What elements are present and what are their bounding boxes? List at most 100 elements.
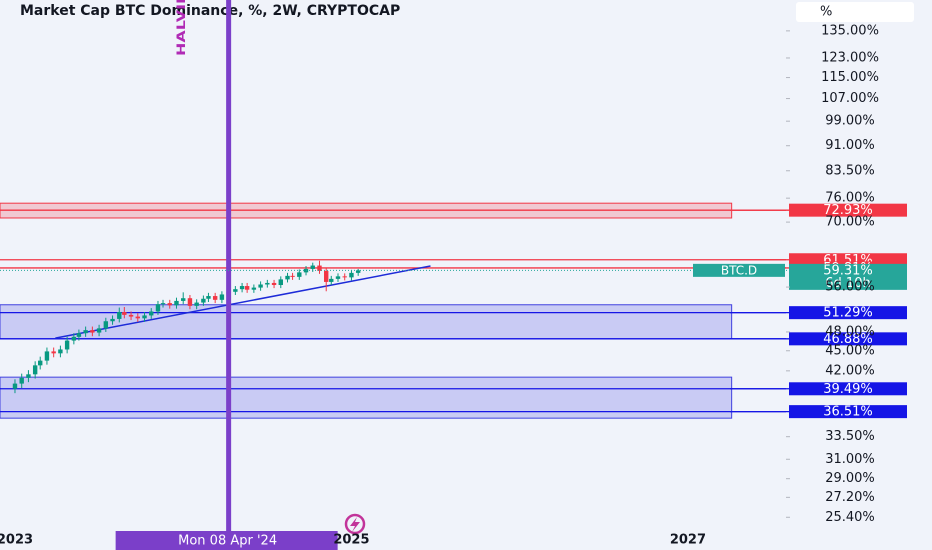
y-tick-label: 99.00% (825, 114, 875, 129)
candle-body (201, 298, 206, 303)
candle-body (285, 275, 290, 280)
candle-body (174, 300, 179, 306)
last-price-tag (789, 263, 907, 290)
candle-body (58, 349, 63, 354)
y-tick-label: 48.00% (825, 324, 875, 339)
level-tag-label: 36.51% (823, 405, 873, 420)
y-tick-label: 107.00% (821, 91, 879, 106)
candle-body (76, 333, 82, 337)
y-tick-label: 45.00% (825, 343, 875, 358)
y-tick-label: 135.00% (821, 23, 879, 38)
candle-body (297, 272, 302, 277)
level-tag-label: 39.49% (823, 382, 873, 397)
candle-body (167, 303, 172, 306)
axis-unit: % (820, 5, 832, 20)
candle-body (110, 318, 115, 322)
candle-body (51, 351, 56, 354)
countdown-label: 6d 10h (825, 276, 870, 291)
candle-body (44, 351, 50, 361)
level-tag (789, 382, 907, 396)
candle-body (342, 276, 347, 278)
candle-body (83, 330, 88, 334)
candle-body (194, 302, 199, 306)
candle-body (251, 287, 257, 290)
candle-body (128, 314, 134, 317)
candle-body (271, 282, 277, 286)
y-tick-label: 83.50% (825, 163, 875, 178)
candle-body (122, 312, 127, 315)
event-label: HALVING (175, 0, 188, 56)
y-tick-label: 56.00% (825, 280, 875, 295)
candle-body (212, 296, 218, 300)
y-tick-label: 27.20% (825, 490, 875, 505)
level-tag (789, 306, 907, 320)
candle-body (117, 312, 122, 319)
candle-body (135, 316, 140, 319)
symbol-tag (693, 263, 785, 277)
candle-body (187, 298, 193, 306)
symbol-label: BTC.D (721, 263, 757, 277)
y-tick-label: 29.00% (825, 471, 875, 486)
candle-body (90, 330, 95, 333)
plot-area (0, 202, 786, 419)
candle-body (265, 282, 270, 285)
y-tick-label: 91.00% (825, 138, 875, 153)
candle-body (244, 286, 250, 290)
level-tag-label: 72.93% (823, 203, 873, 218)
candle-body (181, 298, 186, 301)
candle-body (239, 286, 245, 290)
candle-body (32, 365, 38, 375)
candle-body (355, 270, 361, 273)
candle-body (310, 265, 315, 269)
x-tick-label: 2027 (670, 533, 706, 548)
candle-body (103, 321, 109, 329)
candle-body (317, 265, 322, 271)
candle-body (290, 275, 295, 277)
candle-body (38, 360, 43, 366)
level-tag (789, 405, 907, 419)
candle-body (12, 383, 18, 389)
y-tick-label: 25.40% (825, 510, 875, 525)
candle-body (71, 336, 77, 341)
candle-body (219, 294, 225, 300)
chart-title: Market Cap BTC Dominance, %, 2W, CRYPTOC… (20, 3, 400, 19)
candle-body (149, 311, 154, 316)
candle-body (349, 272, 354, 278)
y-tick-label: 42.00% (825, 363, 875, 378)
level-tag (789, 332, 907, 346)
y-tick-label: 70.00% (825, 215, 875, 230)
candle-body (233, 289, 238, 292)
candle-body (64, 340, 70, 350)
y-tick-label: 33.50% (825, 429, 875, 444)
candle-body (142, 315, 147, 319)
candle-body (324, 270, 329, 282)
last-price-label: 59.31% (823, 263, 873, 278)
candle-body (96, 328, 102, 333)
level-tag (789, 203, 907, 217)
x-tick-label: 2025 (333, 533, 369, 548)
y-tick-label: 76.00% (825, 191, 875, 206)
crosshair-label-bg (115, 531, 338, 550)
x-tick-label: 2023 (0, 533, 33, 548)
y-tick-label: 115.00% (821, 70, 879, 85)
y-tick-label: 123.00% (821, 50, 879, 65)
level-tag-label: 46.88% (823, 332, 873, 347)
candle-body (206, 296, 211, 299)
candle-body (329, 278, 334, 282)
y-tick-label: 31.00% (825, 452, 875, 467)
trendline (55, 265, 431, 339)
candle-body (155, 304, 161, 312)
crosshair-label: Mon 08 Apr '24 (178, 534, 277, 549)
candle-body (26, 374, 31, 378)
candle-body (160, 303, 166, 305)
level-tag-label: 51.29% (823, 306, 873, 321)
candle-body (278, 279, 283, 286)
candle-body (335, 276, 341, 279)
candle-body (258, 284, 263, 288)
zone (0, 304, 733, 340)
candle-body (19, 377, 24, 384)
unit-box[interactable] (796, 2, 914, 22)
logo (344, 513, 366, 535)
